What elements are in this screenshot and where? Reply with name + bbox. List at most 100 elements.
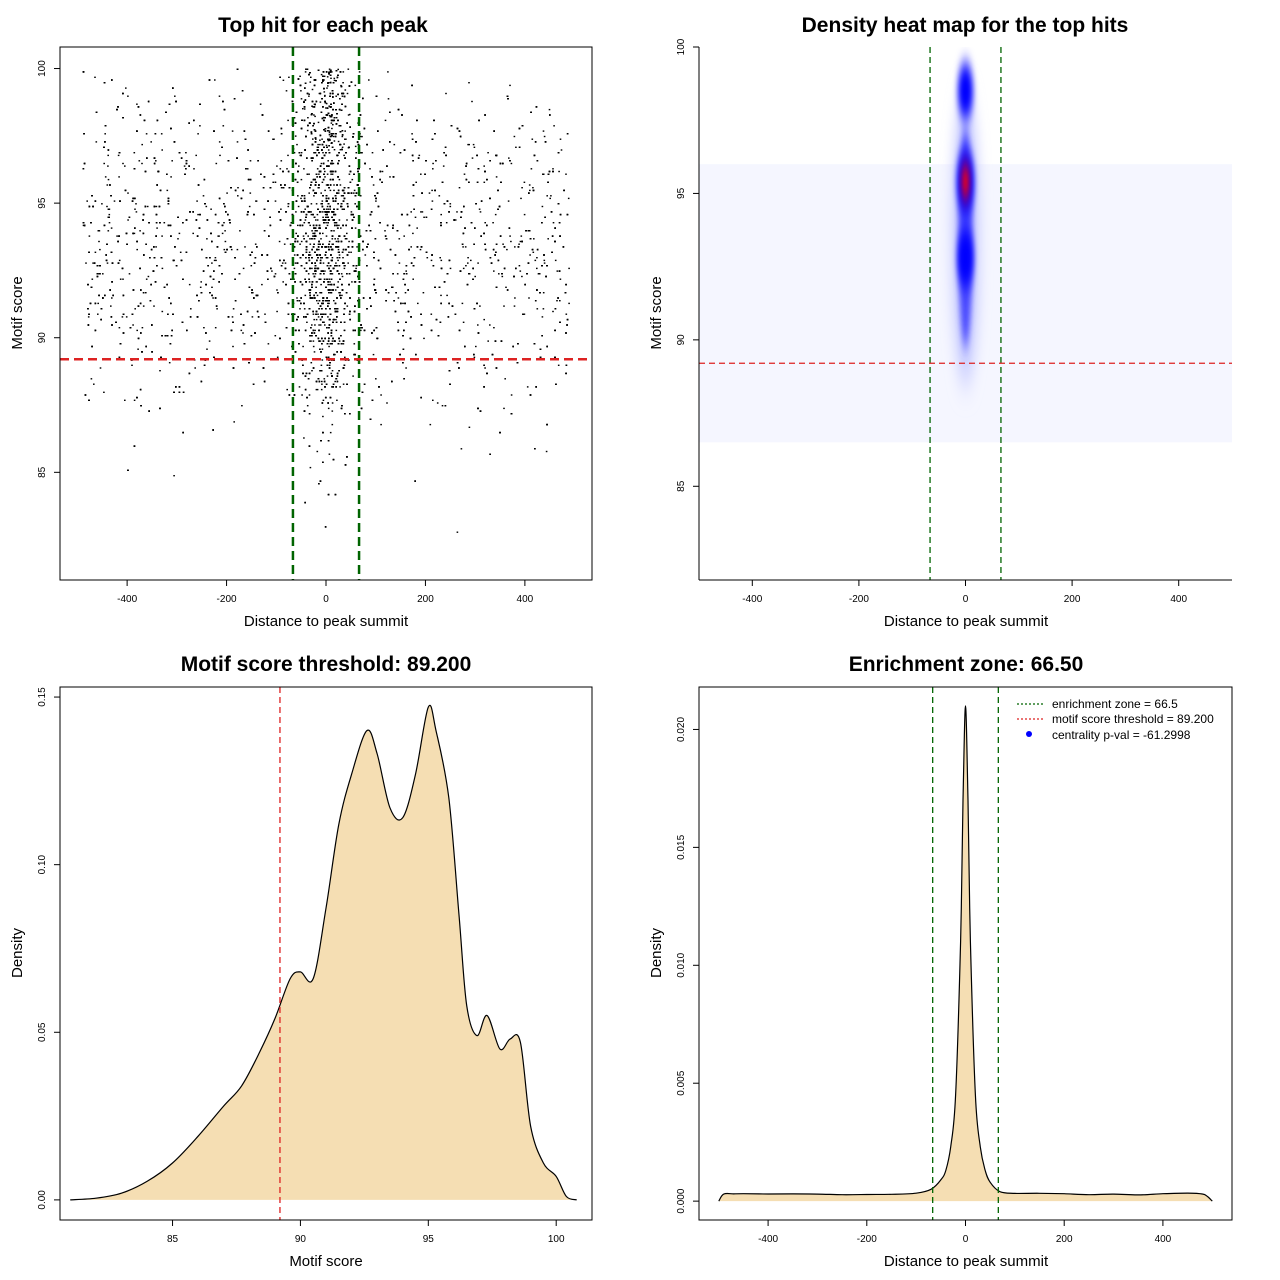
scatter-point — [242, 332, 244, 334]
scatter-point — [567, 197, 570, 200]
scatter-point — [210, 208, 212, 210]
scatter-point — [303, 437, 305, 439]
scatter-point — [150, 141, 152, 143]
scatter-point — [487, 152, 489, 154]
scatter-point — [94, 251, 97, 253]
scatter-point — [314, 115, 316, 118]
scatter-point — [208, 340, 211, 342]
scatter-point — [454, 219, 457, 221]
scatter-point — [215, 259, 217, 262]
scatter-point — [328, 278, 330, 280]
scatter-point — [322, 216, 324, 218]
scatter-point — [317, 302, 319, 305]
scatter-point — [86, 200, 88, 202]
scatter-point — [336, 399, 338, 401]
scatter-point — [336, 227, 339, 229]
scatter-point — [514, 246, 516, 248]
scatter-point — [411, 133, 413, 135]
scatter-point — [310, 211, 312, 213]
scatter-point — [558, 170, 560, 173]
scatter-point — [320, 388, 323, 391]
scatter-point — [335, 318, 337, 321]
scatter-point — [231, 316, 234, 318]
scatter-point — [483, 165, 485, 167]
scatter-point — [102, 273, 104, 275]
scatter-point — [325, 102, 328, 105]
scatter-point — [218, 95, 221, 97]
scatter-point — [317, 243, 320, 245]
scatter-point — [352, 375, 354, 377]
scatter-point — [415, 181, 417, 183]
scatter-point — [309, 254, 312, 256]
scatter-point — [381, 170, 384, 173]
scatter-point — [335, 329, 338, 332]
scatter-point — [468, 82, 470, 84]
scatter-point — [462, 246, 464, 248]
scatter-point — [304, 219, 307, 221]
scatter-point — [337, 140, 340, 143]
scatter-point — [504, 378, 506, 380]
panel-scatter: Top hit for each peak -400 -200 0 200 400859… — [9, 14, 593, 630]
scatter-point — [318, 248, 320, 251]
scatter-point — [342, 71, 345, 73]
scatter-point — [502, 243, 504, 245]
scatter-point — [536, 257, 538, 259]
scatter-point — [281, 262, 284, 264]
scatter-point — [456, 531, 459, 533]
scatter-point — [299, 308, 301, 310]
scatter-point — [470, 259, 472, 262]
scatter-point — [285, 90, 288, 92]
scatter-point — [333, 222, 336, 224]
scatter-point — [333, 300, 335, 302]
scatter-point — [520, 197, 522, 200]
scatter-point — [541, 205, 544, 208]
scatter-point — [329, 189, 332, 192]
scatter-point — [440, 259, 443, 262]
scatter-point — [397, 297, 400, 299]
scatter-point — [320, 364, 323, 366]
scatter-point — [274, 335, 277, 337]
scatter-point — [338, 224, 340, 227]
scatter-point — [438, 195, 441, 197]
scatter-point — [254, 243, 257, 245]
scatter-point — [215, 162, 218, 165]
scatter-point — [568, 267, 570, 270]
scatter-point — [329, 208, 331, 210]
scatter-point — [328, 453, 331, 455]
scatter-point — [287, 119, 289, 122]
scatter-point — [280, 160, 283, 162]
scatter-point — [153, 305, 155, 307]
scatter-point — [422, 292, 425, 294]
scatter-point — [328, 240, 331, 243]
scatter-point — [331, 257, 334, 259]
scatter-point — [314, 324, 316, 326]
scatter-point — [94, 76, 96, 78]
scatter-point — [325, 184, 328, 186]
scatter-point — [463, 173, 466, 175]
scatter-point — [237, 187, 239, 189]
scatter-point — [337, 68, 339, 71]
scatter-point — [97, 313, 99, 315]
scatter-point — [478, 208, 481, 210]
scatter-point — [548, 108, 551, 111]
scatter-point — [529, 189, 531, 192]
scatter-point — [523, 213, 526, 216]
scatter-point — [410, 246, 412, 248]
scatter-point — [118, 327, 121, 329]
scatter-point — [282, 281, 284, 283]
scatter-point — [348, 192, 350, 194]
scatter-point — [426, 257, 429, 259]
scatter-point — [321, 211, 323, 213]
scatter-point — [308, 192, 310, 194]
scatter-point — [301, 394, 303, 396]
scatter-point — [244, 246, 246, 248]
scatter-point — [312, 340, 315, 342]
scatter-point — [320, 192, 322, 194]
scatter-point — [346, 92, 349, 95]
scatter-point — [315, 138, 317, 140]
scatter-point — [249, 192, 252, 194]
scatter-point — [335, 117, 338, 119]
scatter-point — [303, 308, 306, 310]
scatter-point — [155, 205, 158, 208]
